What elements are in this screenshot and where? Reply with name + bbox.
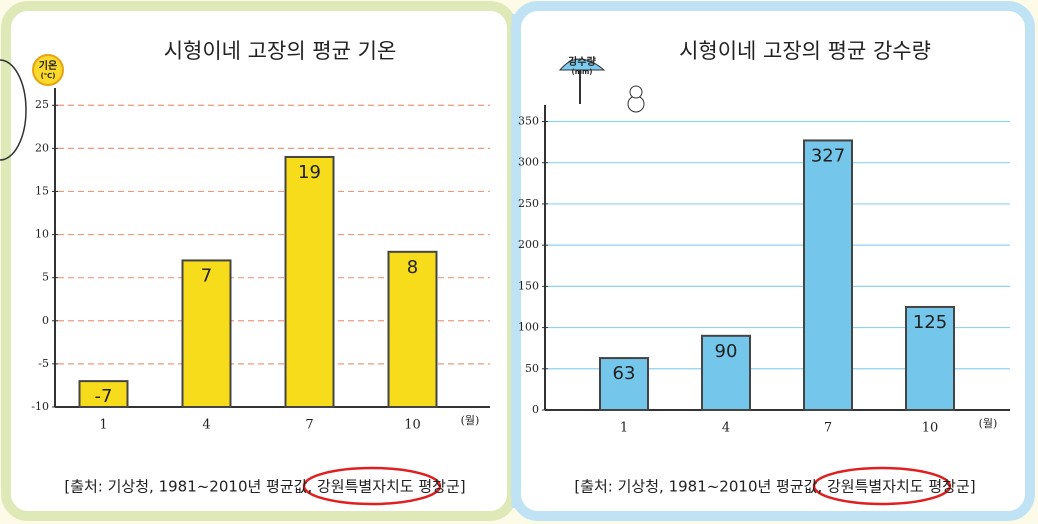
- y-tick-label: 0: [42, 314, 49, 327]
- y-tick-label: 0: [532, 403, 539, 416]
- y-tick-label: 25: [35, 98, 49, 111]
- data-label: 8: [407, 257, 418, 278]
- bar: [701, 334, 751, 412]
- bar: [181, 259, 232, 408]
- y-tick-label: 5: [42, 271, 49, 284]
- y-tick-label: 20: [35, 141, 49, 154]
- icon-label: 기온: [39, 59, 57, 72]
- sun-icon: [32, 54, 64, 86]
- y-tick-label: 15: [35, 184, 49, 197]
- data-label: 125: [913, 312, 947, 333]
- bar: [599, 357, 649, 411]
- data-label: 7: [201, 265, 212, 286]
- chart-title: 시형이네 고장의 평균 기온: [164, 39, 397, 63]
- umbrella-icon: [558, 58, 606, 71]
- y-tick-label: 200: [518, 238, 539, 251]
- y-tick-label: -5: [38, 357, 49, 370]
- y-tick-label: 300: [518, 156, 539, 169]
- y-tick-label: 350: [518, 114, 539, 127]
- bar: [905, 305, 955, 412]
- y-tick-label: 10: [35, 228, 49, 241]
- data-label: 19: [298, 162, 321, 183]
- x-tick-label: 1: [99, 418, 107, 433]
- bar: [284, 155, 335, 408]
- source-note: [출처: 기상청, 1981~2010년 평균값, 강원특별자치도 평창군]: [574, 478, 975, 496]
- highlight-circle: [302, 466, 442, 506]
- snowman-head: [629, 85, 643, 99]
- data-label: 63: [613, 363, 636, 384]
- y-tick-label: 100: [518, 321, 539, 334]
- icon-unit: (mm): [572, 68, 593, 76]
- bar: [78, 380, 129, 408]
- x-tick-label: 4: [202, 418, 210, 433]
- x-tick-label: 7: [824, 421, 832, 436]
- data-label: 90: [715, 341, 738, 362]
- x-tick-label: 1: [620, 421, 628, 436]
- data-label: -7: [95, 386, 113, 407]
- x-unit: (월): [461, 414, 480, 427]
- icon-label: 강수량: [568, 55, 596, 68]
- highlight-circle: [812, 466, 952, 506]
- right-panel: [511, 1, 1035, 521]
- y-tick-label: 250: [518, 197, 539, 210]
- bar: [387, 250, 438, 408]
- bar: [803, 139, 853, 411]
- y-tick-label: 50: [525, 362, 539, 375]
- x-tick-label: 10: [922, 421, 939, 436]
- data-label: 327: [811, 145, 845, 166]
- edge-arc: [0, 59, 27, 161]
- x-tick-label: 7: [305, 418, 313, 433]
- y-tick-label: 150: [518, 279, 539, 292]
- x-tick-label: 4: [722, 421, 730, 436]
- y-tick-label: -10: [31, 400, 49, 413]
- x-unit: (월): [979, 417, 998, 430]
- icon-unit: (℃): [41, 72, 56, 80]
- x-tick-label: 10: [404, 418, 421, 433]
- chart-title: 시형이네 고장의 평균 강수량: [679, 39, 931, 63]
- source-note: [출처: 기상청, 1981~2010년 평균값, 강원특별자치도 평창군]: [64, 478, 465, 496]
